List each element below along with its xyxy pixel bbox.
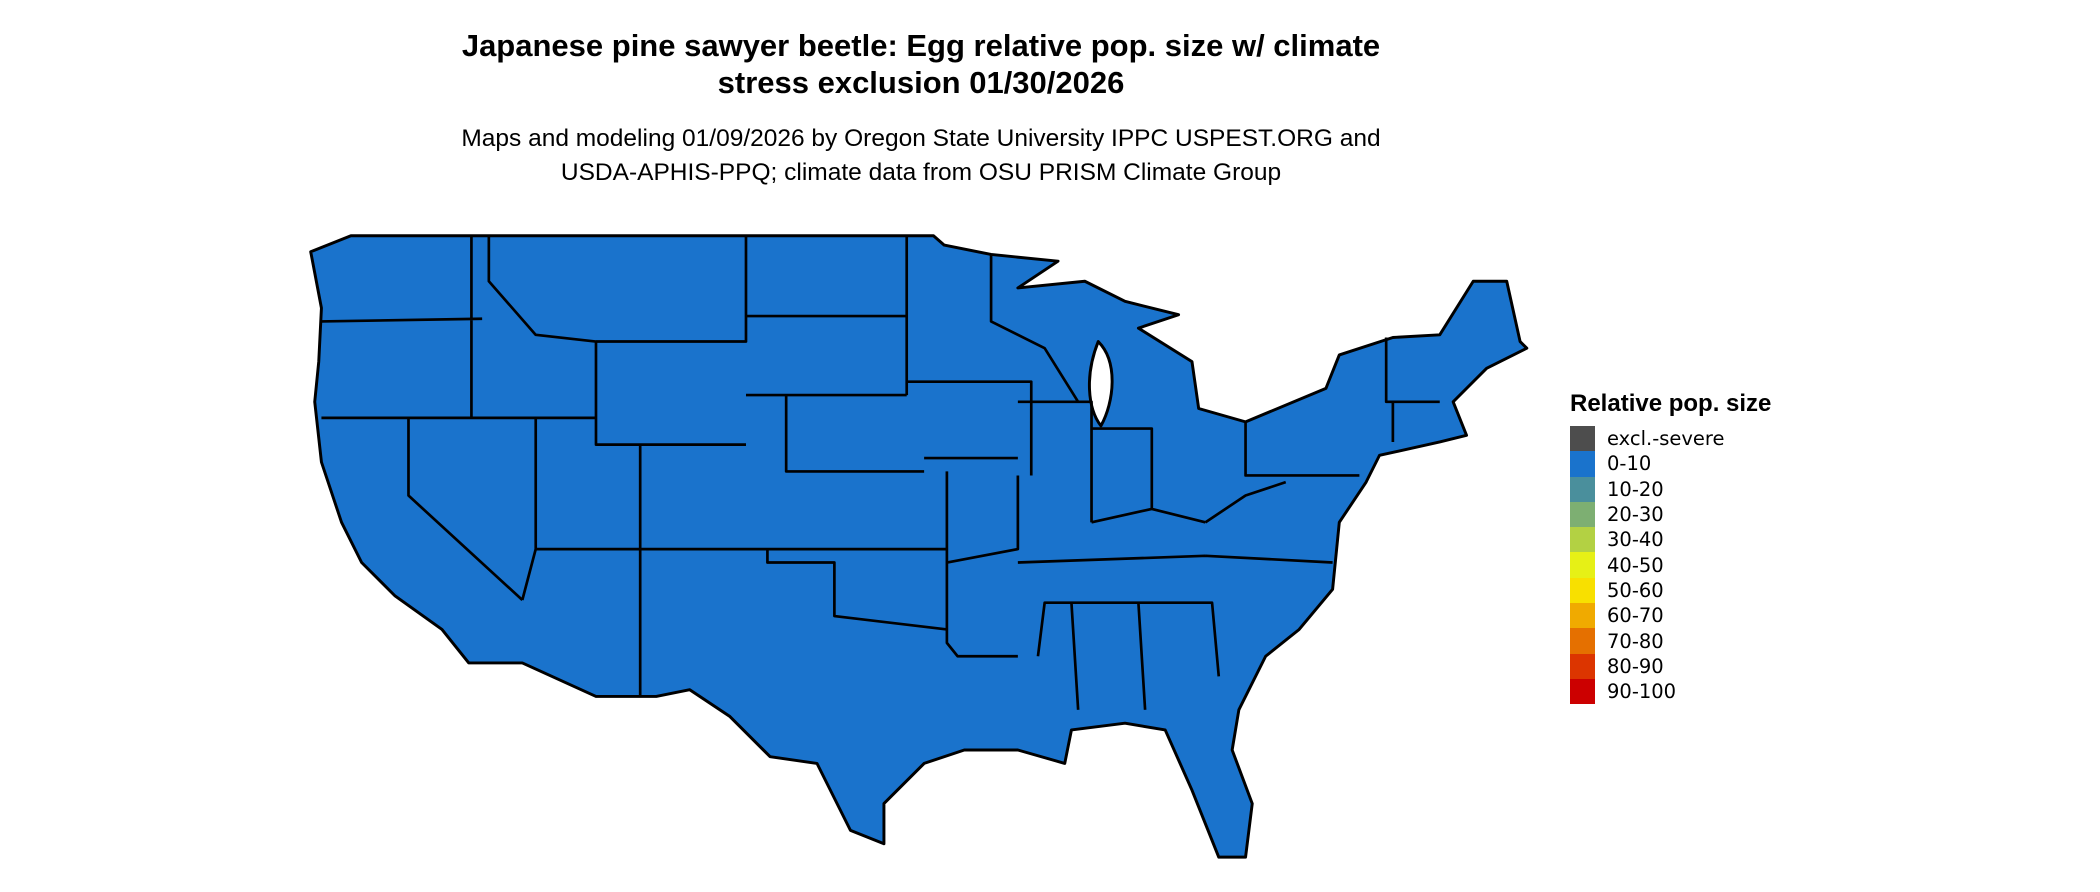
state-borders bbox=[321, 235, 1440, 710]
legend-item: 60-70 bbox=[1570, 603, 1771, 629]
legend-item: 50-60 bbox=[1570, 577, 1771, 604]
legend-label: 20-30 bbox=[1607, 503, 1664, 527]
legend-title: Relative pop. size bbox=[1570, 390, 1772, 417]
legend-item: 90-100 bbox=[1570, 678, 1771, 705]
legend-item: 10-20 bbox=[1570, 476, 1771, 502]
legend-label: 80-90 bbox=[1607, 654, 1664, 678]
legend-swatch bbox=[1570, 476, 1595, 502]
legend-item: 30-40 bbox=[1570, 527, 1771, 553]
legend-label: 10-20 bbox=[1607, 477, 1664, 501]
legend-label: 30-40 bbox=[1607, 528, 1664, 552]
legend-swatch bbox=[1570, 426, 1595, 452]
legend-swatch bbox=[1570, 501, 1595, 528]
legend-swatch bbox=[1570, 451, 1595, 477]
title-line-1: Japanese pine sawyer beetle: Egg relativ… bbox=[461, 28, 1381, 63]
legend-item: 40-50 bbox=[1570, 552, 1771, 578]
lake-michigan bbox=[1088, 340, 1114, 428]
legend-swatch bbox=[1570, 678, 1595, 705]
legend-label: 50-60 bbox=[1607, 578, 1664, 602]
subtitle-line-2: USDA-APHIS-PPQ; climate data from OSU PR… bbox=[560, 159, 1282, 186]
title-line-2: stress exclusion 01/30/2026 bbox=[717, 65, 1125, 100]
legend-label: 70-80 bbox=[1607, 629, 1664, 653]
legend: Relative pop. size excl.-severe 0-10 10-20… bbox=[1570, 390, 1772, 705]
legend-label: 90-100 bbox=[1607, 680, 1677, 704]
subtitle-line-1: Maps and modeling 01/09/2026 by Oregon S… bbox=[461, 125, 1381, 152]
legend-swatch bbox=[1570, 603, 1595, 629]
us-outline bbox=[309, 234, 1529, 859]
map-subtitle: Maps and modeling 01/09/2026 by Oregon S… bbox=[0, 122, 1842, 190]
legend-swatch bbox=[1570, 552, 1595, 578]
legend-swatch bbox=[1570, 527, 1595, 553]
legend-label: 40-50 bbox=[1607, 553, 1664, 577]
legend-label: 60-70 bbox=[1607, 604, 1664, 628]
legend-swatch bbox=[1570, 628, 1595, 654]
legend-label: 0-10 bbox=[1607, 452, 1652, 476]
legend-swatch bbox=[1570, 577, 1595, 604]
legend-item: excl.-severe bbox=[1570, 426, 1771, 452]
legend-label: excl.-severe bbox=[1607, 427, 1725, 451]
legend-item: 0-10 bbox=[1570, 451, 1771, 477]
map-title: Japanese pine sawyer beetle: Egg relativ… bbox=[0, 27, 1842, 101]
legend-item: 80-90 bbox=[1570, 653, 1771, 679]
legend-swatch bbox=[1570, 653, 1595, 679]
legend-item: 20-30 bbox=[1570, 501, 1771, 528]
legend-item: 70-80 bbox=[1570, 628, 1771, 654]
